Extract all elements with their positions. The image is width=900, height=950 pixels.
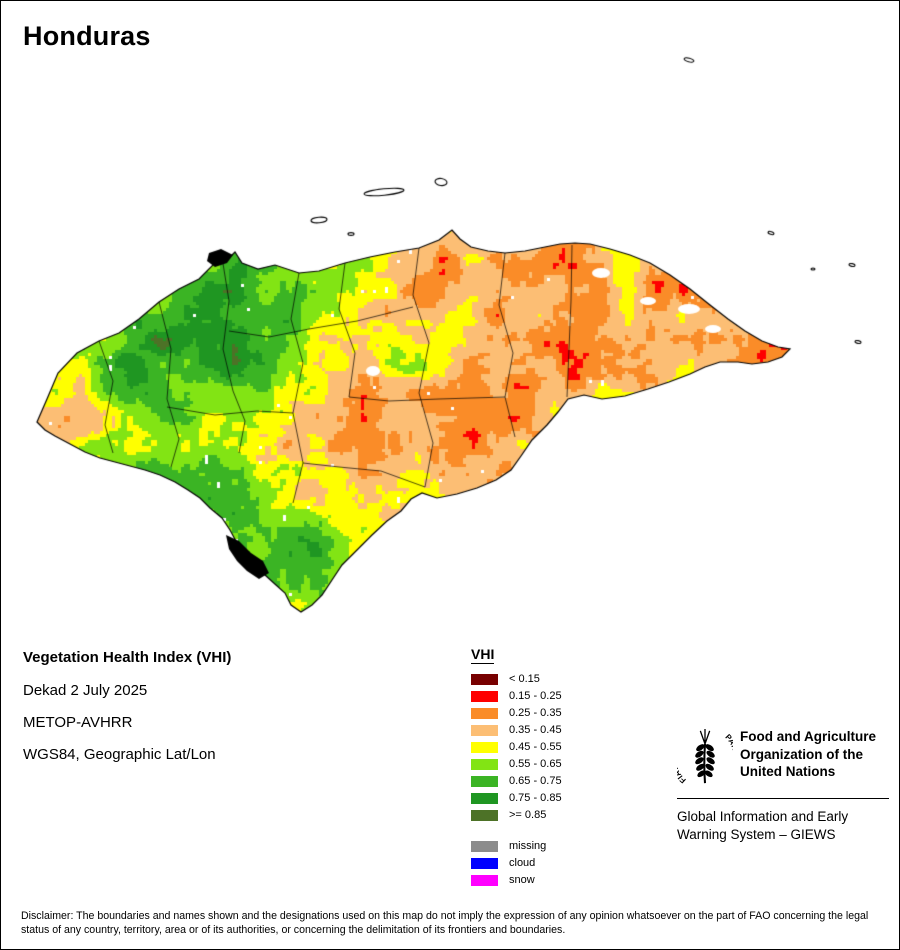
legend-swatch: [471, 857, 498, 869]
map-info-block: Vegetation Health Index (VHI) Dekad 2 Ju…: [23, 649, 231, 778]
giews-label: Global Information and Early Warning Sys…: [677, 809, 849, 843]
fao-footer-block: FIAT PANIS Food and Agricultu: [677, 725, 889, 844]
legend-label: 0.75 - 0.85: [509, 792, 562, 804]
legend-row: 0.15 - 0.25: [471, 690, 562, 702]
legend-title: VHI: [471, 646, 495, 664]
legend-swatch: [471, 724, 498, 736]
legend-label: missing: [509, 840, 547, 852]
legend-extra: missing cloud snow: [471, 840, 562, 886]
fao-name: Food and Agriculture Organization of the…: [740, 729, 876, 780]
legend-swatch: [471, 840, 498, 852]
info-dekad: Dekad 2 July 2025: [23, 682, 148, 699]
legend-classes: < 0.15 0.15 - 0.25 0.25 - 0.35 0.35 - 0.45 0…: [471, 673, 562, 821]
legend-row: cloud: [471, 857, 562, 869]
legend-swatch: [471, 673, 498, 685]
legend-label: < 0.15: [509, 673, 540, 685]
info-projection: WGS84, Geographic Lat/Lon: [23, 746, 216, 763]
disclaimer-text: Disclaimer: The boundaries and names sho…: [21, 910, 869, 937]
legend-label: snow: [509, 874, 535, 886]
fao-divider: [677, 798, 889, 799]
legend-row: 0.65 - 0.75: [471, 775, 562, 787]
legend-row: 0.75 - 0.85: [471, 792, 562, 804]
legend-label: 0.25 - 0.35: [509, 707, 562, 719]
legend-row: 0.55 - 0.65: [471, 758, 562, 770]
vhi-heading: Vegetation Health Index (VHI): [23, 649, 232, 666]
legend-swatch: [471, 707, 498, 719]
svg-text:PANIS: PANIS: [723, 732, 733, 758]
info-sensor: METOP-AVHRR: [23, 714, 133, 731]
legend-swatch: [471, 775, 498, 787]
legend-row: snow: [471, 874, 562, 886]
legend-row: 0.45 - 0.55: [471, 741, 562, 753]
legend-label: 0.45 - 0.55: [509, 741, 562, 753]
legend-swatch: [471, 874, 498, 886]
legend-row: 0.25 - 0.35: [471, 707, 562, 719]
legend-label: 0.35 - 0.45: [509, 724, 562, 736]
legend-row: missing: [471, 840, 562, 852]
legend-swatch: [471, 792, 498, 804]
legend-label: 0.15 - 0.25: [509, 690, 562, 702]
legend-label: 0.55 - 0.65: [509, 758, 562, 770]
vhi-legend: VHI < 0.15 0.15 - 0.25 0.25 - 0.35 0.35 - 0…: [471, 646, 562, 891]
legend-swatch: [471, 758, 498, 770]
legend-label: cloud: [509, 857, 536, 869]
legend-row: 0.35 - 0.45: [471, 724, 562, 736]
legend-row: >= 0.85: [471, 809, 562, 821]
legend-swatch: [471, 690, 498, 702]
wheat-ear-icon: [695, 729, 715, 784]
svg-text:FIAT: FIAT: [677, 765, 688, 785]
page-title: Honduras: [23, 21, 151, 51]
legend-label: 0.65 - 0.75: [509, 775, 562, 787]
legend-swatch: [471, 741, 498, 753]
legend-label: >= 0.85: [509, 809, 547, 821]
legend-swatch: [471, 809, 498, 821]
fao-logo-icon: FIAT PANIS: [677, 729, 733, 785]
legend-row: < 0.15: [471, 673, 562, 685]
